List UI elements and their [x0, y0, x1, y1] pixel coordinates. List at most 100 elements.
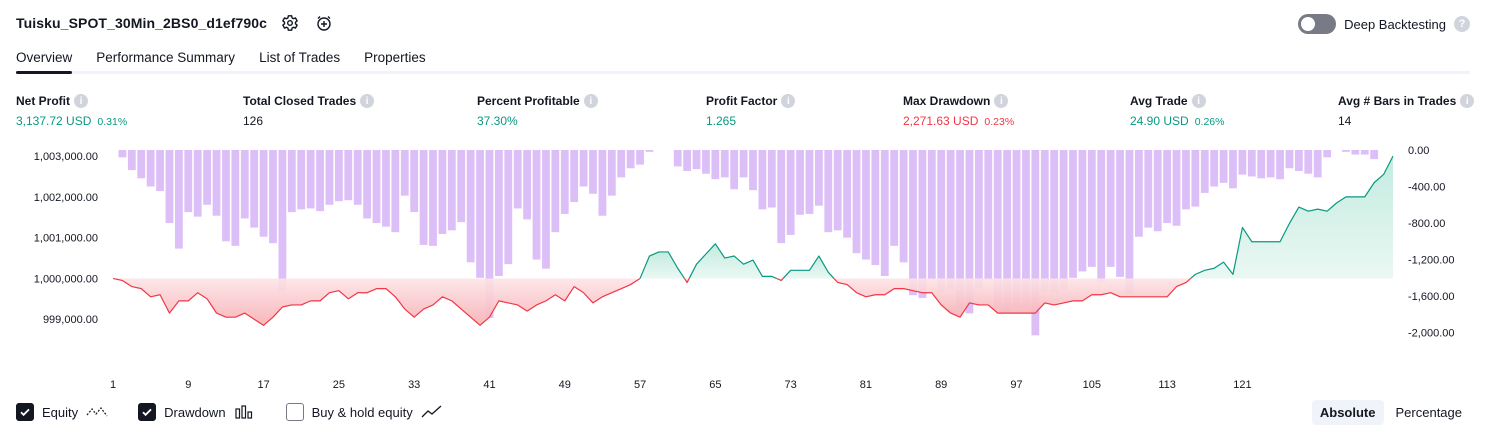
drawdown-tick-label: -2,000.00 — [1408, 328, 1454, 340]
trade-tick-label: 41 — [483, 379, 495, 391]
legend-equity-label: Equity — [42, 404, 79, 420]
drawdown-bar — [927, 150, 936, 279]
metric-label: Total Closed Trades — [243, 94, 357, 108]
strategy-title: Tuisku_SPOT_30Min_2BS0_d1ef790c — [16, 15, 268, 31]
drawdown-bar — [1182, 150, 1190, 210]
drawdown-bar — [513, 150, 522, 209]
metric-label: Profit Factor — [706, 94, 778, 108]
drawdown-bar — [447, 150, 456, 231]
drawdown-tick-label: -400.00 — [1408, 182, 1445, 194]
mode-percentage-button[interactable]: Percentage — [1395, 405, 1463, 420]
metric-value: 3,137.72 USD — [16, 114, 92, 128]
buy-hold-checkbox[interactable] — [285, 403, 304, 421]
info-icon[interactable]: i — [1460, 94, 1475, 108]
trade-tick-label: 97 — [1010, 379, 1022, 391]
drawdown-bar — [683, 150, 692, 171]
legend-equity[interactable]: Equity — [16, 403, 108, 421]
info-icon[interactable]: i — [360, 94, 375, 108]
drawdown-bar — [1191, 150, 1200, 207]
drawdown-bar — [739, 150, 748, 178]
equity-checkbox[interactable] — [16, 403, 34, 421]
drawdown-bar — [1069, 150, 1077, 278]
metric-value: 14 — [1338, 114, 1352, 128]
equity-drawdown-chart[interactable]: 999,000.00 1,000,000.00 1,001,000.00 1,002,… — [0, 138, 1486, 393]
drawdown-bar — [297, 150, 306, 210]
info-icon[interactable]: i — [781, 94, 796, 108]
info-icon[interactable]: i — [583, 94, 598, 108]
add-alert-icon[interactable] — [313, 12, 335, 34]
drawdown-bar — [946, 150, 955, 290]
drawdown-bar — [1031, 150, 1040, 336]
metric-max-drawdown: Max Drawdown i 2,271.63 USD 0.23% — [903, 94, 1014, 128]
equity-loss-area — [833, 278, 1191, 318]
drawdown-bar — [749, 150, 757, 191]
deep-backtesting-label: Deep Backtesting — [1344, 16, 1446, 32]
trade-tick-label: 121 — [1233, 379, 1251, 391]
drawdown-bar — [466, 150, 475, 263]
drawdown-bar — [645, 150, 654, 152]
legend-buy-hold[interactable]: Buy & hold equity — [285, 403, 443, 421]
drawdown-bar — [871, 150, 880, 266]
equity-profit-area — [1190, 156, 1393, 279]
drawdown-bar — [1172, 150, 1181, 226]
drawdown-bar — [974, 150, 983, 289]
drawdown-bar — [1144, 150, 1153, 228]
drawdown-bar — [269, 150, 277, 244]
info-icon[interactable]: i — [1191, 94, 1206, 108]
equity-line-loss — [683, 278, 690, 284]
drawdown-bar — [1370, 150, 1379, 160]
drawdown-bar — [852, 150, 861, 254]
tab-performance-summary[interactable]: Performance Summary — [96, 50, 236, 65]
drawdown-bar — [833, 150, 842, 231]
drawdown-bar — [127, 150, 136, 171]
drawdown-bar — [579, 150, 588, 187]
equity-profit-area — [689, 243, 777, 279]
drawdown-bar — [730, 150, 739, 190]
deep-backtesting-toggle[interactable] — [1298, 14, 1337, 34]
legend-drawdown[interactable]: Drawdown — [138, 403, 255, 421]
trade-tick-label: 81 — [860, 379, 872, 391]
drawdown-bar — [334, 150, 343, 202]
info-icon[interactable]: i — [74, 94, 88, 108]
equity-loss-area — [113, 278, 641, 326]
trade-tick-label: 1 — [110, 379, 116, 391]
drawdown-bar — [1050, 150, 1059, 293]
tab-overview[interactable]: Overview — [16, 40, 73, 74]
drawdown-bar — [1134, 150, 1143, 237]
trade-tick-label: 49 — [559, 379, 571, 391]
metric-label: Net Profit — [16, 94, 70, 108]
tab-bar: Overview Performance Summary List of Tra… — [16, 40, 1470, 74]
chart-legend: Equity Drawdown Buy & hold equity — [16, 403, 443, 421]
tab-properties[interactable]: Properties — [364, 50, 426, 65]
equity-lines — [112, 155, 1394, 326]
drawdown-checkbox[interactable] — [138, 403, 157, 421]
drawdown-bar — [758, 150, 767, 210]
drawdown-bar — [1351, 150, 1360, 155]
drawdown-bar — [156, 150, 164, 192]
drawdown-tick-label: -1,200.00 — [1408, 255, 1454, 267]
drawdown-bar — [598, 150, 607, 216]
mode-absolute-button[interactable]: Absolute — [1311, 400, 1384, 425]
drawdown-bar — [890, 150, 899, 246]
info-icon[interactable]: i — [994, 94, 1009, 108]
trade-tick-label: 9 — [185, 379, 191, 391]
drawdown-bar — [1304, 150, 1313, 174]
drawdown-bar — [353, 150, 362, 205]
drawdown-bar — [485, 150, 494, 318]
drawdown-bar — [918, 150, 927, 298]
metric-label: Avg # Bars in Trades — [1338, 94, 1457, 108]
drawdown-bar — [805, 150, 814, 214]
drawdown-bar — [937, 150, 946, 292]
help-icon[interactable]: ? — [1454, 16, 1470, 32]
equity-line-loss — [112, 277, 641, 326]
trade-number-axis: 1 9 17 25 33 41 49 57 65 73 81 89 97 105 113 121 — [110, 379, 1252, 391]
metric-value: 24.90 USD — [1130, 114, 1189, 128]
drawdown-bar — [993, 150, 1002, 308]
settings-gear-icon[interactable] — [279, 12, 301, 34]
equity-line-loss — [833, 277, 1192, 318]
drawdown-bar — [692, 150, 701, 170]
drawdown-bar — [344, 150, 353, 201]
tab-list-of-trades[interactable]: List of Trades — [259, 50, 341, 65]
trade-tick-label: 57 — [634, 379, 646, 391]
drawdown-bar — [231, 150, 240, 246]
